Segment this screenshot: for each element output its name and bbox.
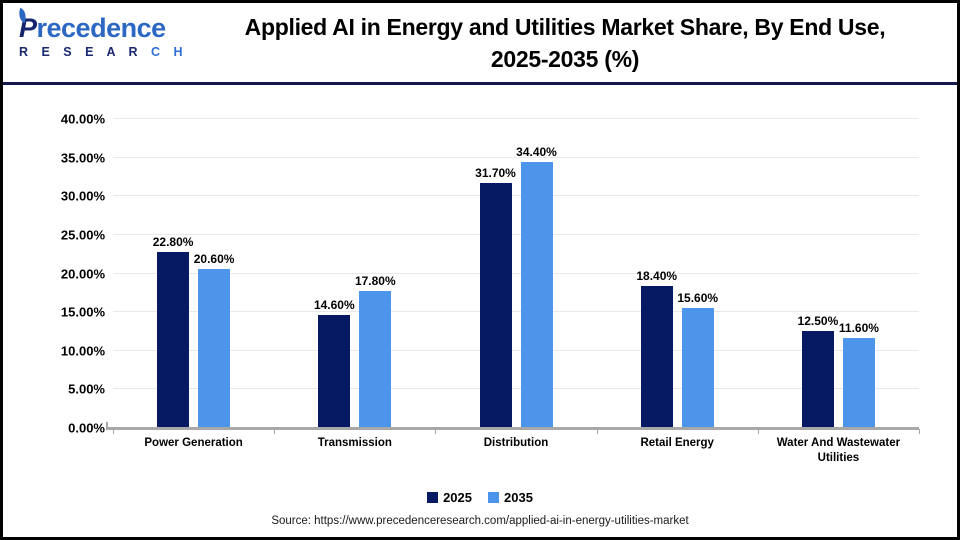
x-axis-labels: Power Generation Transmission Distribution… <box>113 436 919 466</box>
x-axis-tick <box>919 429 920 434</box>
bar-value-label: 12.50% <box>797 314 839 329</box>
bar-group: 12.50% 11.60% <box>758 119 919 428</box>
logo-subtext-dark: R E S E A R <box>19 45 143 59</box>
bar-2025: 31.70% <box>475 166 516 428</box>
x-category-label: Retail Energy <box>640 437 714 449</box>
y-tick-label: 25.00% <box>60 227 105 243</box>
legend-item-2025: 2025 <box>427 490 472 505</box>
x-category-label: Transmission <box>317 437 392 449</box>
plot-area: 22.80% 20.60% 14.60% 17.80% 31.70% 34.40% 18.4… <box>106 118 920 434</box>
gridline <box>113 156 919 158</box>
source-text: Source: https://www.precedenceresearch.c… <box>271 515 689 527</box>
bar-2035: 34.40% <box>516 145 557 428</box>
bar-value-label: 14.60% <box>313 298 355 313</box>
bar-group: 31.70% 34.40% <box>435 119 596 428</box>
bar-group: 18.40% 15.60% <box>597 119 758 428</box>
bar-value-label: 34.40% <box>516 145 557 160</box>
legend-item-2035: 2035 <box>488 490 533 505</box>
x-category-label: Power Generation <box>144 437 243 449</box>
legend-label-2035: 2035 <box>504 490 533 505</box>
legend-label-2025: 2025 <box>443 490 472 505</box>
gridline <box>113 195 919 197</box>
chart-title-line1: Applied AI in Energy and Utilities Marke… <box>244 14 886 40</box>
bar-2025: 12.50% <box>798 314 838 428</box>
y-tick-label: 30.00% <box>60 188 105 204</box>
gridline <box>113 388 919 390</box>
bar-2035: 17.80% <box>355 274 396 428</box>
y-tick-label: 40.00% <box>60 111 105 127</box>
x-axis-line <box>106 427 919 430</box>
y-axis-start-tick <box>106 422 108 430</box>
legend-swatch-2025 <box>427 492 439 503</box>
header: Precedence R E S E A R C H Applied AI in… <box>3 3 957 85</box>
gridline <box>113 118 919 119</box>
bar-value-label: 31.70% <box>475 166 516 181</box>
bar-2025: 22.80% <box>153 235 193 428</box>
x-axis-tick <box>274 429 276 434</box>
bar-group: 14.60% 17.80% <box>274 119 435 428</box>
bar-2025: 18.40% <box>636 269 677 428</box>
bar-2035: 11.60% <box>839 321 879 428</box>
bar-groups: 22.80% 20.60% 14.60% 17.80% 31.70% 34.40% 18.4… <box>113 119 919 428</box>
bar-value-label: 17.80% <box>354 273 396 288</box>
legend: 2025 2035 <box>3 490 957 505</box>
bar-value-label: 15.60% <box>677 290 719 305</box>
chart-title: Applied AI in Energy and Utilities Marke… <box>181 11 949 75</box>
logo-rest: recedence <box>36 13 167 43</box>
x-axis-tick <box>435 429 437 434</box>
bar-value-label: 18.40% <box>636 268 678 283</box>
logo-brand-text: Precedence <box>16 7 179 43</box>
bar-value-label: 22.80% <box>152 234 194 249</box>
x-axis-tick <box>757 429 759 434</box>
bar-value-label: 11.60% <box>838 321 879 336</box>
y-tick-label: 15.00% <box>60 304 105 320</box>
gridline <box>113 233 919 235</box>
chart-title-line2: 2025-2035 (%) <box>490 46 640 72</box>
bar-value-label: 20.60% <box>193 251 235 266</box>
x-category-label: Distribution <box>483 437 549 449</box>
y-tick-label: 35.00% <box>60 150 105 166</box>
legend-swatch-2035 <box>488 492 499 503</box>
bar-group: 22.80% 20.60% <box>113 119 274 428</box>
y-axis: 0.00% 5.00% 10.00% 15.00% 20.00% 25.00% 30.00%… <box>27 112 105 436</box>
x-axis-tick <box>596 429 598 434</box>
logo-subtext-blue: C H <box>142 45 188 59</box>
x-category-label: Water And Wastewater Utilities <box>776 437 901 464</box>
precedence-logo: Precedence R E S E A R C H <box>16 7 183 59</box>
y-tick-label: 20.00% <box>60 266 105 281</box>
gridline <box>113 272 919 274</box>
gridline <box>113 311 919 313</box>
y-tick-label: 0.00% <box>68 420 105 436</box>
logo-subtext: R E S E A R C H <box>19 45 183 59</box>
gridline <box>113 349 919 351</box>
bar-2035: 20.60% <box>194 252 234 428</box>
y-tick-label: 10.00% <box>60 343 105 359</box>
y-tick-label: 5.00% <box>68 381 105 397</box>
x-axis-tick <box>113 429 114 434</box>
bar-2035: 15.60% <box>677 291 718 428</box>
bar-2025: 14.60% <box>314 298 355 428</box>
